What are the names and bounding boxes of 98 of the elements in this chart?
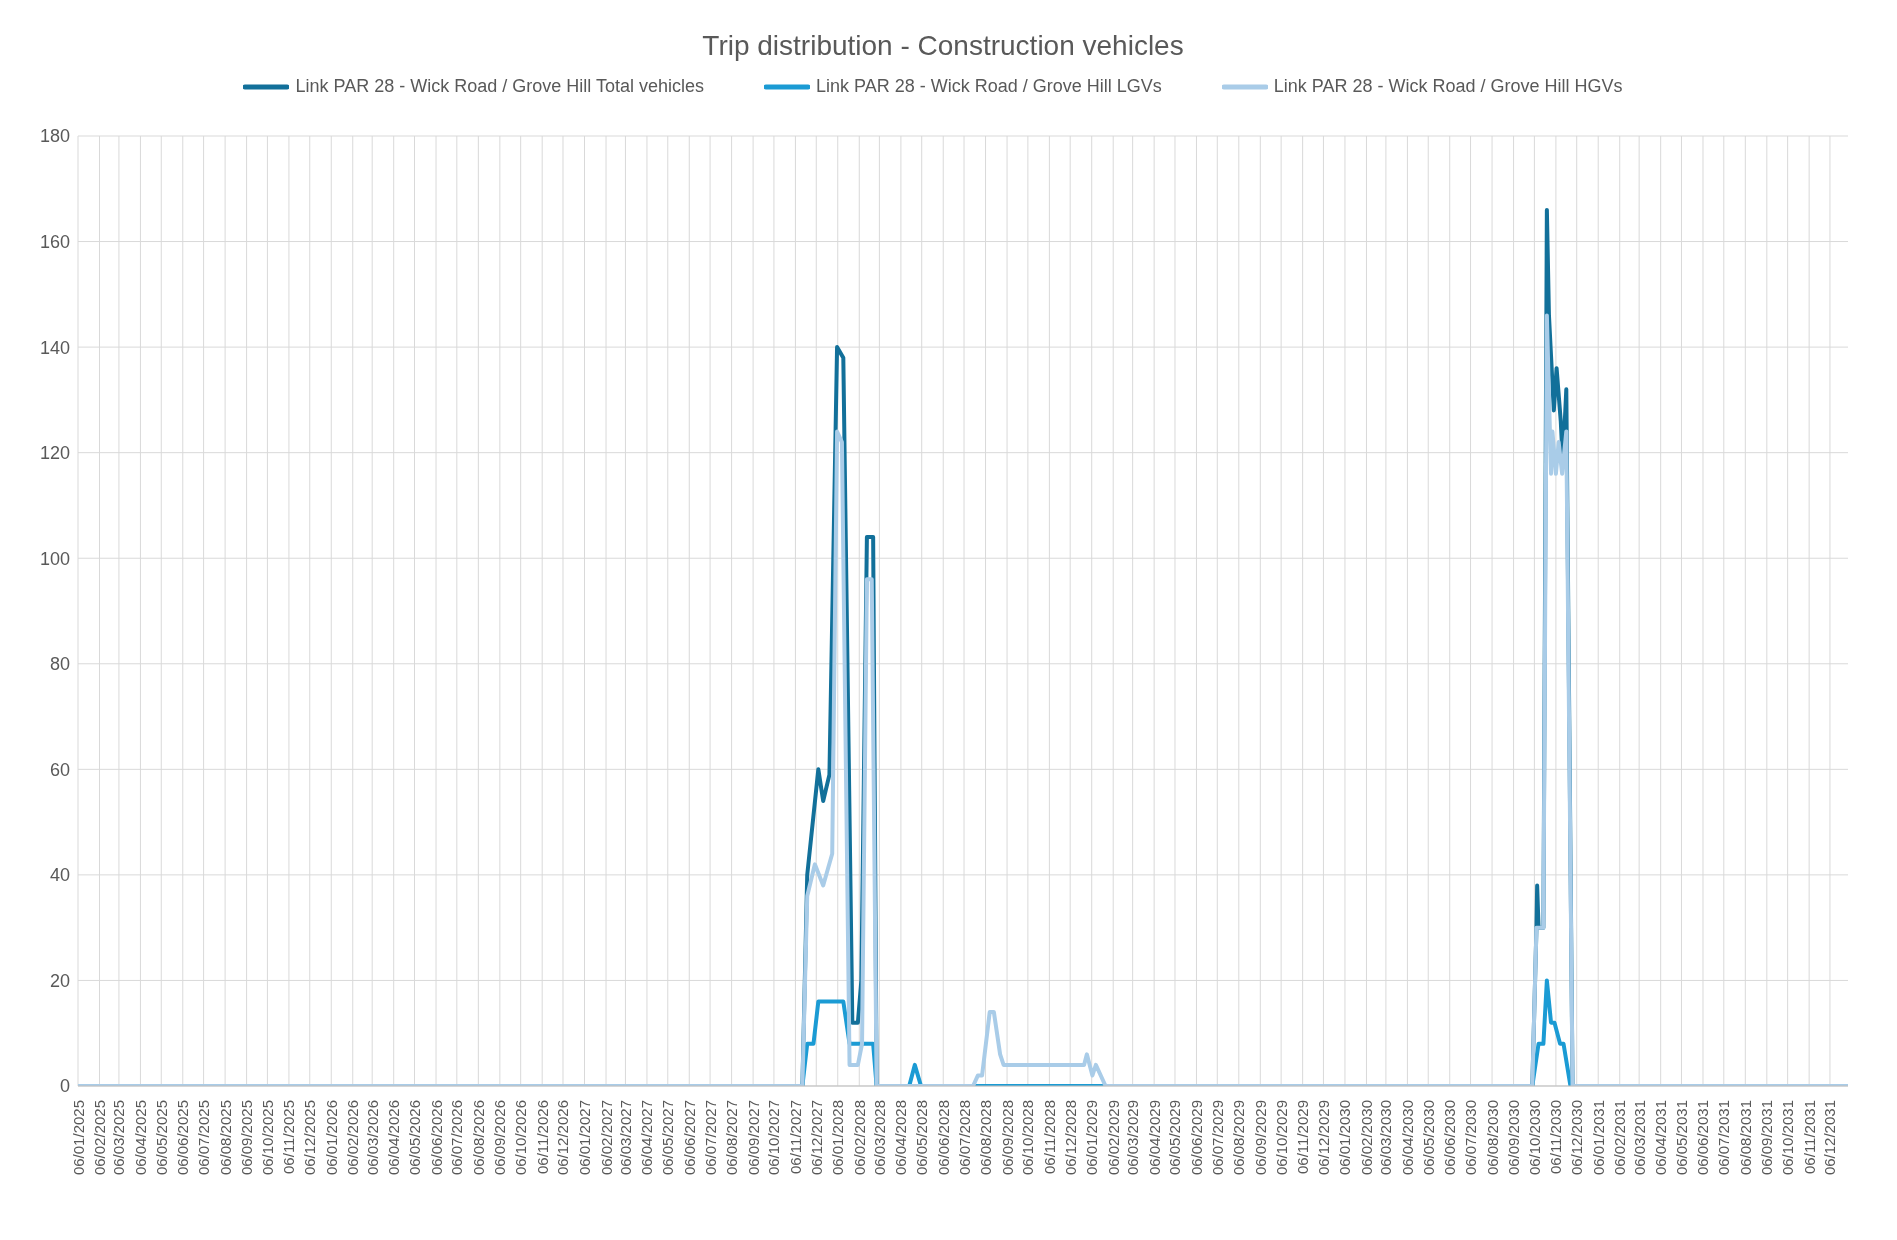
- y-tick-label: 0: [59, 1076, 70, 1097]
- x-tick-label: 06/06/2029: [1187, 1100, 1205, 1176]
- y-tick-label: 80: [49, 654, 70, 675]
- x-tick-label: 06/01/2027: [576, 1100, 594, 1176]
- x-tick-label: 06/06/2027: [680, 1100, 698, 1176]
- y-tick-label: 100: [39, 548, 70, 569]
- y-tick-label: 140: [39, 337, 70, 358]
- x-tick-label: 06/01/2031: [1589, 1100, 1607, 1176]
- x-tick-label: 06/03/2025: [110, 1100, 128, 1176]
- x-tick-label: 06/08/2025: [216, 1100, 234, 1176]
- x-tick-label: 06/11/2026: [533, 1100, 551, 1174]
- x-tick-label: 06/04/2030: [1398, 1100, 1416, 1176]
- x-tick-label: 06/05/2028: [913, 1100, 931, 1176]
- x-tick-label: 06/05/2030: [1419, 1100, 1437, 1176]
- legend-label: Link PAR 28 - Wick Road / Grove Hill HGVs: [1273, 76, 1623, 97]
- x-tick-label: 06/06/2028: [934, 1100, 952, 1176]
- x-tick-label: 06/12/2029: [1314, 1100, 1332, 1176]
- x-tick-label: 06/03/2031: [1630, 1100, 1648, 1176]
- x-tick-label: 06/11/2030: [1547, 1100, 1565, 1174]
- x-tick-label: 06/10/2027: [765, 1100, 783, 1176]
- x-tick-label: 06/10/2025: [258, 1100, 276, 1176]
- x-tick-label: 06/08/2030: [1483, 1100, 1501, 1176]
- x-tick-label: 06/12/2030: [1568, 1100, 1586, 1176]
- x-tick-label: 06/04/2025: [131, 1100, 149, 1176]
- x-tick-label: 06/02/2031: [1611, 1100, 1629, 1176]
- chart-title: Trip distribution - Construction vehicles: [701, 29, 1185, 63]
- x-tick-label: 06/11/2027: [786, 1100, 804, 1174]
- x-tick-label: 06/02/2026: [344, 1100, 362, 1176]
- x-tick-label: 06/04/2031: [1652, 1100, 1670, 1176]
- x-tick-label: 06/04/2029: [1145, 1100, 1163, 1176]
- x-tick-label: 06/07/2027: [701, 1100, 719, 1176]
- x-tick-label: 06/05/2031: [1672, 1100, 1690, 1176]
- x-tick-label: 06/03/2027: [616, 1100, 634, 1176]
- x-tick-label: 06/09/2028: [998, 1100, 1016, 1176]
- x-tick-label: 06/03/2030: [1377, 1100, 1395, 1176]
- x-tick-label: 06/08/2026: [469, 1100, 487, 1176]
- x-tick-label: 06/12/2025: [301, 1100, 319, 1176]
- x-tick-label: 06/06/2025: [174, 1100, 192, 1176]
- x-tick-label: 06/02/2027: [597, 1100, 615, 1176]
- x-tick-label: 06/12/2028: [1061, 1100, 1079, 1176]
- y-tick-label: 160: [39, 231, 70, 252]
- legend-label: Link PAR 28 - Wick Road / Grove Hill LGVs: [815, 76, 1162, 97]
- x-tick-label: 06/10/2026: [512, 1100, 530, 1176]
- x-tick-label: 06/08/2031: [1736, 1100, 1754, 1176]
- x-tick-label: 06/11/2031: [1800, 1100, 1818, 1174]
- x-tick-label: 06/05/2026: [406, 1100, 424, 1176]
- x-tick-label: 06/01/2030: [1336, 1100, 1354, 1176]
- x-tick-label: 06/05/2027: [659, 1100, 677, 1176]
- y-tick-label: 20: [49, 970, 70, 991]
- y-tick-label: 40: [49, 865, 70, 886]
- x-tick-label: 06/02/2028: [850, 1100, 868, 1176]
- x-tick-label: 06/07/2025: [195, 1100, 213, 1176]
- x-tick-label: 06/01/2025: [69, 1100, 87, 1176]
- x-tick-label: 06/07/2029: [1208, 1100, 1226, 1176]
- x-tick-label: 06/01/2028: [829, 1100, 847, 1176]
- x-tick-label: 06/06/2031: [1694, 1100, 1712, 1176]
- x-tick-label: 06/10/2030: [1525, 1100, 1543, 1176]
- x-tick-label: 06/04/2026: [385, 1100, 403, 1176]
- x-tick-label: 06/09/2031: [1758, 1100, 1776, 1176]
- x-tick-label: 06/03/2028: [870, 1100, 888, 1176]
- x-tick-label: 06/03/2026: [363, 1100, 381, 1176]
- y-tick-label: 120: [39, 443, 70, 464]
- x-tick-label: 06/06/2026: [427, 1100, 445, 1176]
- x-tick-label: 06/12/2027: [807, 1100, 825, 1176]
- x-tick-label: 06/03/2029: [1124, 1100, 1142, 1176]
- x-tick-label: 06/11/2025: [280, 1100, 298, 1174]
- x-tick-label: 06/06/2030: [1441, 1100, 1459, 1176]
- x-tick-label: 06/08/2028: [977, 1100, 995, 1176]
- x-tick-label: 06/05/2025: [152, 1100, 170, 1176]
- x-tick-label: 06/07/2026: [448, 1100, 466, 1176]
- x-tick-label: 06/02/2029: [1104, 1100, 1122, 1176]
- x-tick-label: 06/10/2029: [1272, 1100, 1290, 1176]
- x-tick-label: 06/10/2028: [1019, 1100, 1037, 1176]
- x-tick-label: 06/07/2031: [1715, 1100, 1733, 1176]
- x-tick-label: 06/04/2027: [638, 1100, 656, 1176]
- x-tick-label: 06/11/2028: [1040, 1100, 1058, 1174]
- x-tick-label: 06/02/2030: [1357, 1100, 1375, 1176]
- legend-label: Link PAR 28 - Wick Road / Grove Hill Total vehicles: [295, 76, 704, 97]
- x-tick-label: 06/05/2029: [1166, 1100, 1184, 1176]
- x-tick-label: 06/09/2030: [1505, 1100, 1523, 1176]
- y-tick-label: 180: [39, 126, 70, 147]
- x-tick-label: 06/11/2029: [1294, 1100, 1312, 1174]
- x-tick-label: 06/09/2026: [491, 1100, 509, 1176]
- x-tick-label: 06/09/2025: [238, 1100, 256, 1176]
- x-tick-label: 06/02/2025: [91, 1100, 109, 1176]
- x-tick-label: 06/08/2027: [723, 1100, 741, 1176]
- x-tick-label: 06/07/2030: [1462, 1100, 1480, 1176]
- x-tick-label: 06/04/2028: [892, 1100, 910, 1176]
- x-tick-label: 06/10/2031: [1779, 1100, 1797, 1176]
- x-tick-label: 06/09/2029: [1251, 1100, 1269, 1176]
- y-tick-label: 60: [49, 759, 70, 780]
- x-tick-label: 06/07/2028: [955, 1100, 973, 1176]
- x-tick-label: 06/12/2031: [1821, 1100, 1839, 1176]
- x-tick-label: 06/09/2027: [744, 1100, 762, 1176]
- x-tick-label: 06/08/2029: [1230, 1100, 1248, 1176]
- x-tick-label: 06/12/2026: [554, 1100, 572, 1176]
- x-tick-label: 06/01/2026: [322, 1100, 340, 1176]
- x-tick-label: 06/01/2029: [1083, 1100, 1101, 1176]
